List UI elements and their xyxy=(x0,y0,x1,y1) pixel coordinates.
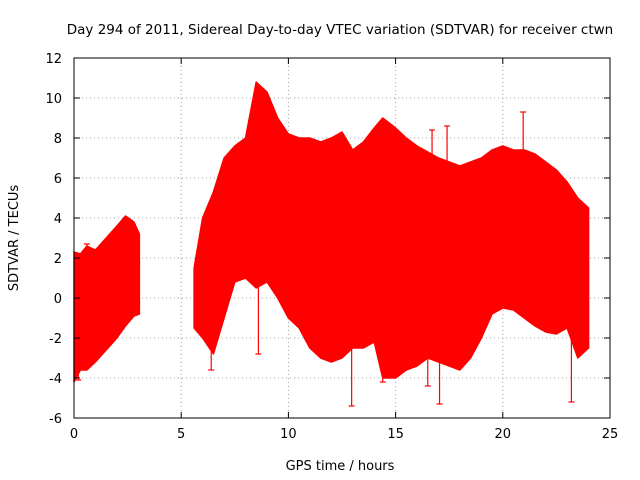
y-tick-label: 6 xyxy=(54,172,62,187)
data-area xyxy=(73,81,590,407)
y-tick-label: 10 xyxy=(45,92,62,107)
y-axis-label: SDTVAR / TECUs xyxy=(7,185,22,292)
plot-frame xyxy=(73,57,611,419)
x-tick-label: 25 xyxy=(602,427,619,442)
axes: 0 5 10 15 20 25 -6 -4 -2 0 2 4 6 8 10 12 xyxy=(45,52,618,442)
y-tick-label: 4 xyxy=(54,212,62,227)
y-tick-label: 12 xyxy=(45,52,62,67)
y-tick-label: -4 xyxy=(49,372,62,387)
chart-title: Day 294 of 2011, Sidereal Day-to-day VTE… xyxy=(67,22,614,38)
x-tick-label: 10 xyxy=(280,427,297,442)
x-tick-label: 20 xyxy=(495,427,512,442)
y-tick-label: -2 xyxy=(49,332,62,347)
x-tick-label: 0 xyxy=(70,427,78,442)
y-tick-label: 8 xyxy=(54,132,62,147)
x-tick-label: 5 xyxy=(177,427,185,442)
y-tick-label: 0 xyxy=(54,292,62,307)
y-tick-label: 2 xyxy=(54,252,62,267)
x-tick-label: 15 xyxy=(387,427,404,442)
series-envelope-1 xyxy=(73,215,141,383)
y-tick-label: -6 xyxy=(49,412,62,427)
x-axis-label: GPS time / hours xyxy=(286,459,395,474)
series-envelope-2 xyxy=(193,81,590,379)
